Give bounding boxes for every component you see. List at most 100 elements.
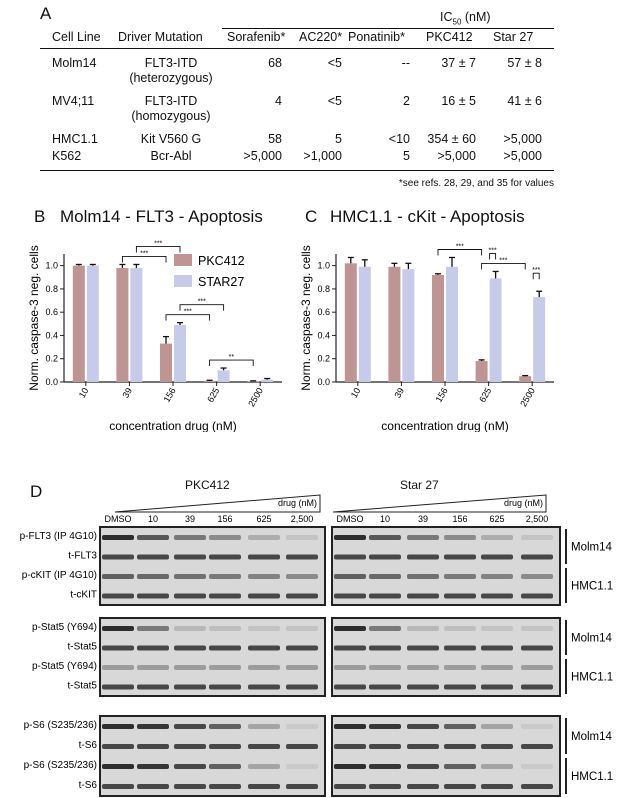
blot-band bbox=[286, 574, 318, 579]
blot-band bbox=[407, 684, 439, 690]
y-tick-label: 0.0 bbox=[45, 377, 58, 387]
table-cell: (heterozygous) bbox=[129, 71, 213, 85]
x-tick-label: 39 bbox=[392, 386, 406, 400]
blot-band bbox=[407, 535, 439, 540]
x-tick-label: 2500 bbox=[518, 386, 537, 408]
blot-band bbox=[248, 593, 280, 599]
blot-band bbox=[407, 645, 439, 651]
blot-row-label: p-FLT3 (IP 4G10) bbox=[20, 531, 97, 542]
blot-row-label: p-cKIT (IP 4G10) bbox=[22, 570, 97, 581]
col-header-ponatinib: Ponatinib* bbox=[348, 30, 405, 44]
blot-band bbox=[334, 593, 366, 599]
blot-band bbox=[248, 764, 280, 769]
blot-band bbox=[444, 554, 476, 560]
blot-band bbox=[521, 724, 553, 729]
x-axis-label: concentration drug (nM) bbox=[381, 419, 508, 432]
blot-band bbox=[102, 645, 134, 651]
blot-band bbox=[209, 744, 241, 749]
significance-label: *** bbox=[489, 247, 497, 254]
blot-band bbox=[481, 626, 513, 631]
bar bbox=[402, 269, 415, 382]
blot-band bbox=[334, 626, 366, 631]
y-tick-label: 0.0 bbox=[317, 377, 330, 387]
significance-bracket bbox=[135, 246, 181, 253]
table-cell: 16 ± 5 bbox=[441, 94, 476, 108]
blot-band bbox=[102, 574, 134, 579]
cell-line-label: HMC1.1 bbox=[571, 771, 613, 783]
blot-band bbox=[209, 574, 241, 579]
y-axis-label: Norm. caspase-3 neg. cells bbox=[27, 245, 41, 390]
bar bbox=[533, 297, 546, 382]
header-rule bbox=[40, 48, 554, 49]
significance-label: *** bbox=[184, 309, 192, 316]
blot-band bbox=[334, 684, 366, 690]
x-tick-label: 10 bbox=[349, 386, 363, 400]
legend-swatch bbox=[174, 275, 192, 287]
table-cell: 68 bbox=[268, 56, 282, 70]
blot-band bbox=[174, 626, 206, 631]
table-bottom-rule bbox=[40, 170, 554, 171]
table-cell: Molm14 bbox=[52, 56, 97, 70]
blot-band bbox=[369, 684, 401, 690]
blot-band bbox=[286, 744, 318, 749]
blot-band bbox=[369, 535, 401, 540]
significance-bracket bbox=[481, 263, 526, 270]
table-cell: K562 bbox=[52, 149, 82, 163]
blot-row-label: p-Stat5 (Y694) bbox=[32, 661, 97, 672]
chart-c: 0.0 0.2 0.4 0.6 0.8 1.0 Norm. caspase-3 neg. c… bbox=[299, 243, 554, 432]
ic50-header: IC50 (nM) bbox=[440, 10, 491, 27]
bar bbox=[86, 265, 99, 382]
blot-band bbox=[137, 593, 169, 599]
blot-band bbox=[521, 784, 553, 789]
col-header-star27: Star 27 bbox=[493, 30, 534, 44]
x-tick-label: 625 bbox=[205, 386, 221, 404]
blot-band bbox=[102, 626, 134, 631]
blot-band bbox=[137, 724, 169, 729]
y-tick-label: 0.2 bbox=[45, 354, 58, 364]
x-tick-label: 10 bbox=[77, 386, 91, 400]
blot-band bbox=[521, 574, 553, 579]
blot-band bbox=[521, 535, 553, 540]
blot-band bbox=[286, 665, 318, 670]
dose-tick-label: 625 bbox=[256, 514, 271, 524]
blot-band bbox=[137, 744, 169, 749]
blot-band bbox=[174, 665, 206, 670]
blot-band bbox=[369, 665, 401, 670]
blot-band bbox=[444, 626, 476, 631]
blot-band bbox=[444, 724, 476, 729]
blot-band bbox=[102, 724, 134, 729]
dose-tick-label: DMSO bbox=[105, 514, 132, 524]
blot-band bbox=[521, 626, 553, 631]
panel-c-letter: C bbox=[305, 207, 318, 226]
bar bbox=[160, 343, 172, 382]
bar bbox=[116, 267, 129, 382]
blot-band bbox=[137, 684, 169, 690]
blot-band bbox=[248, 626, 280, 631]
blot-band bbox=[334, 784, 366, 789]
blot-band bbox=[521, 764, 553, 769]
significance-label: *** bbox=[456, 243, 464, 250]
dose-tick-label: 39 bbox=[185, 514, 195, 524]
x-tick-label: 2500 bbox=[246, 386, 265, 408]
blot-band bbox=[369, 784, 401, 789]
chart-b: 0.0 0.2 0.4 0.6 0.8 1.0 Norm. caspase-3 neg. c… bbox=[27, 240, 282, 432]
blot-band bbox=[369, 626, 401, 631]
significance-bracket bbox=[209, 359, 254, 367]
blot-band bbox=[174, 574, 206, 579]
y-tick-label: 0.8 bbox=[45, 284, 58, 294]
dose-tick-label: 156 bbox=[452, 514, 467, 524]
blot-row-label: t-FLT3 bbox=[68, 551, 97, 562]
blot-band bbox=[334, 724, 366, 729]
blot-band bbox=[334, 645, 366, 651]
bar bbox=[475, 361, 488, 382]
significance-bracket bbox=[165, 314, 211, 321]
blot-row-label: p-S6 (S235/236) bbox=[24, 720, 97, 731]
blot-band bbox=[174, 535, 206, 540]
dose-tick-label: 10 bbox=[148, 514, 158, 524]
blot-band bbox=[481, 593, 513, 599]
blot-band bbox=[209, 554, 241, 560]
significance-bracket bbox=[121, 256, 167, 263]
table-cell: (homozygous) bbox=[131, 109, 211, 123]
significance-label: *** bbox=[198, 299, 206, 306]
blot-band bbox=[444, 665, 476, 670]
